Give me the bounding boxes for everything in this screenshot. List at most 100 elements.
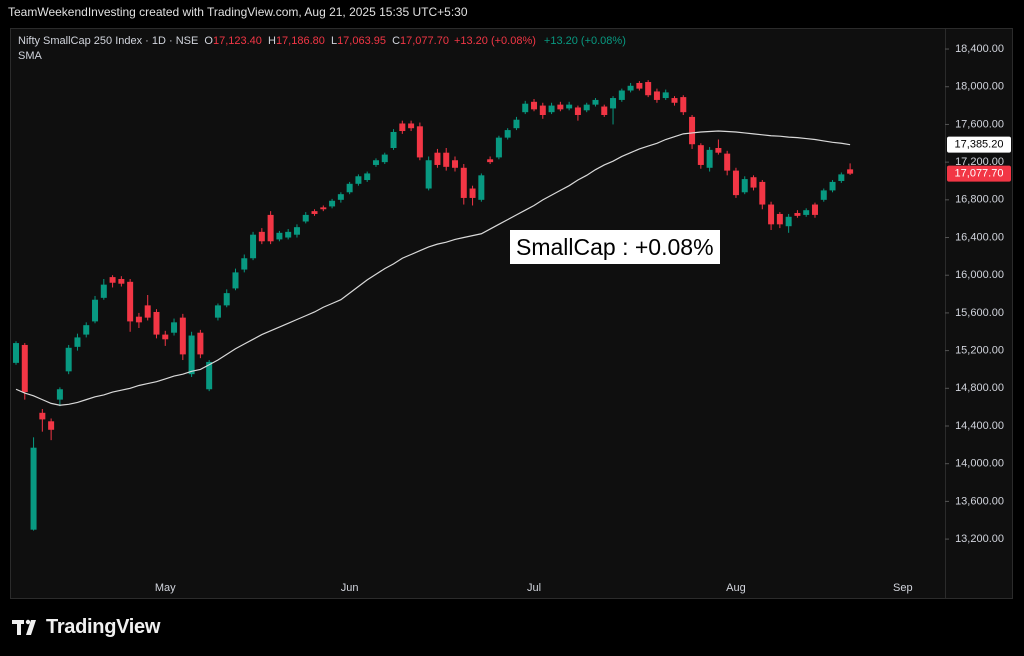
candle-body — [311, 211, 318, 214]
candle-body — [803, 210, 810, 215]
candle-body — [337, 194, 344, 200]
candle-body — [838, 174, 845, 181]
candle-body — [206, 361, 213, 390]
legend-value: 17,186.80 — [275, 35, 325, 47]
candle-body — [144, 305, 151, 318]
y-tick-label: 15,600.00 — [955, 307, 1004, 319]
candle-body — [153, 311, 160, 335]
candle-body — [250, 234, 257, 259]
candle-body — [197, 332, 204, 355]
candle-body — [776, 213, 783, 225]
candle-body — [452, 160, 458, 168]
candle-body — [829, 181, 836, 191]
candle-body — [741, 179, 748, 193]
legend-value: 17,063.95 — [337, 35, 386, 47]
candle-body — [162, 334, 169, 340]
candle-body — [697, 145, 704, 165]
candle-body — [574, 107, 581, 116]
candle-body — [364, 173, 371, 181]
sma-price-box — [947, 136, 1011, 153]
candle-body — [460, 167, 467, 198]
candle-body — [531, 101, 538, 110]
candle-body — [653, 91, 660, 100]
candle-body — [768, 204, 775, 225]
sma-price-label: 17,385.20 — [955, 139, 1004, 151]
legend-key: O — [204, 35, 213, 47]
candle-body — [329, 200, 336, 207]
legend-key: C — [392, 35, 401, 47]
legend-change: +13.20 (+0.08%) — [453, 35, 536, 47]
candle-body — [671, 98, 678, 103]
chart-header: TeamWeekendInvesting created with Tradin… — [8, 5, 468, 19]
legend-sma: SMA — [18, 50, 42, 62]
legend-row: Nifty SmallCap 250 Index · 1D · NSE O17,… — [18, 34, 626, 49]
candle-body — [794, 213, 801, 216]
y-tick-label: 16,000.00 — [955, 269, 1004, 281]
candle-body — [504, 130, 511, 138]
y-tick-label: 18,400.00 — [955, 43, 1004, 55]
x-tick-label: Sep — [893, 582, 913, 594]
candle-body — [346, 183, 353, 193]
candle-body — [759, 181, 766, 205]
candle-body — [627, 85, 634, 91]
candle-body — [302, 214, 309, 222]
candle-body — [425, 160, 432, 189]
candle-body — [495, 137, 502, 158]
candle-body — [689, 116, 696, 145]
x-tick-label: Aug — [726, 582, 746, 594]
legend-symbol: Nifty SmallCap 250 Index · 1D · NSE — [18, 35, 199, 47]
x-tick-label: Jun — [341, 582, 359, 594]
legend-value: 17,123.40 — [212, 35, 262, 47]
candle-body — [241, 258, 248, 270]
candle-body — [267, 214, 274, 242]
y-tick-label: 18,000.00 — [955, 81, 1004, 93]
candle-body — [83, 325, 90, 335]
chart-panel — [10, 28, 1013, 599]
candle-body — [662, 92, 669, 99]
legend: Nifty SmallCap 250 Index · 1D · NSE O17,… — [18, 34, 626, 64]
y-tick-label: 17,600.00 — [955, 118, 1004, 130]
candle-body — [548, 105, 555, 113]
candle-body — [109, 277, 116, 283]
y-tick-label: 14,400.00 — [955, 420, 1004, 432]
legend-value: 17,077.70 — [400, 35, 449, 47]
candle-body — [522, 103, 529, 113]
legend-change: +13.20 (+0.08%) — [543, 35, 626, 47]
candle-body — [381, 154, 388, 163]
candle-body — [469, 188, 476, 198]
candle-body — [179, 317, 186, 355]
candle-body — [820, 190, 827, 200]
candle-body — [48, 421, 55, 430]
candle-body — [583, 104, 590, 111]
legend-key: L — [330, 35, 338, 47]
candle-body — [732, 170, 739, 196]
y-tick-label: 14,000.00 — [955, 458, 1004, 470]
candle-body — [232, 272, 239, 289]
candle-body — [171, 322, 178, 333]
candle-body — [487, 159, 494, 163]
watermark: TradingView — [46, 616, 161, 638]
legend-key: H — [267, 35, 276, 47]
candle-body — [13, 343, 19, 363]
candle-body — [100, 284, 107, 298]
candle-body — [214, 305, 221, 318]
candle-body — [92, 299, 99, 322]
candle-body — [811, 204, 818, 215]
candle-body — [276, 232, 283, 240]
candle-body — [715, 147, 722, 153]
x-tick-label: May — [155, 582, 176, 594]
candle-body — [539, 105, 546, 116]
close-price-box — [947, 165, 1011, 182]
candle-body — [847, 169, 854, 174]
candle-body — [135, 316, 142, 323]
candle-body — [557, 104, 564, 110]
candle-body — [390, 131, 397, 148]
candle-body — [74, 337, 81, 347]
candle-body — [320, 207, 327, 210]
candle-body — [127, 281, 134, 322]
candle-body — [56, 389, 63, 400]
candle-body — [592, 99, 599, 105]
candle-body — [610, 98, 617, 109]
y-tick-label: 17,200.00 — [955, 156, 1004, 168]
candle-body — [706, 149, 713, 168]
